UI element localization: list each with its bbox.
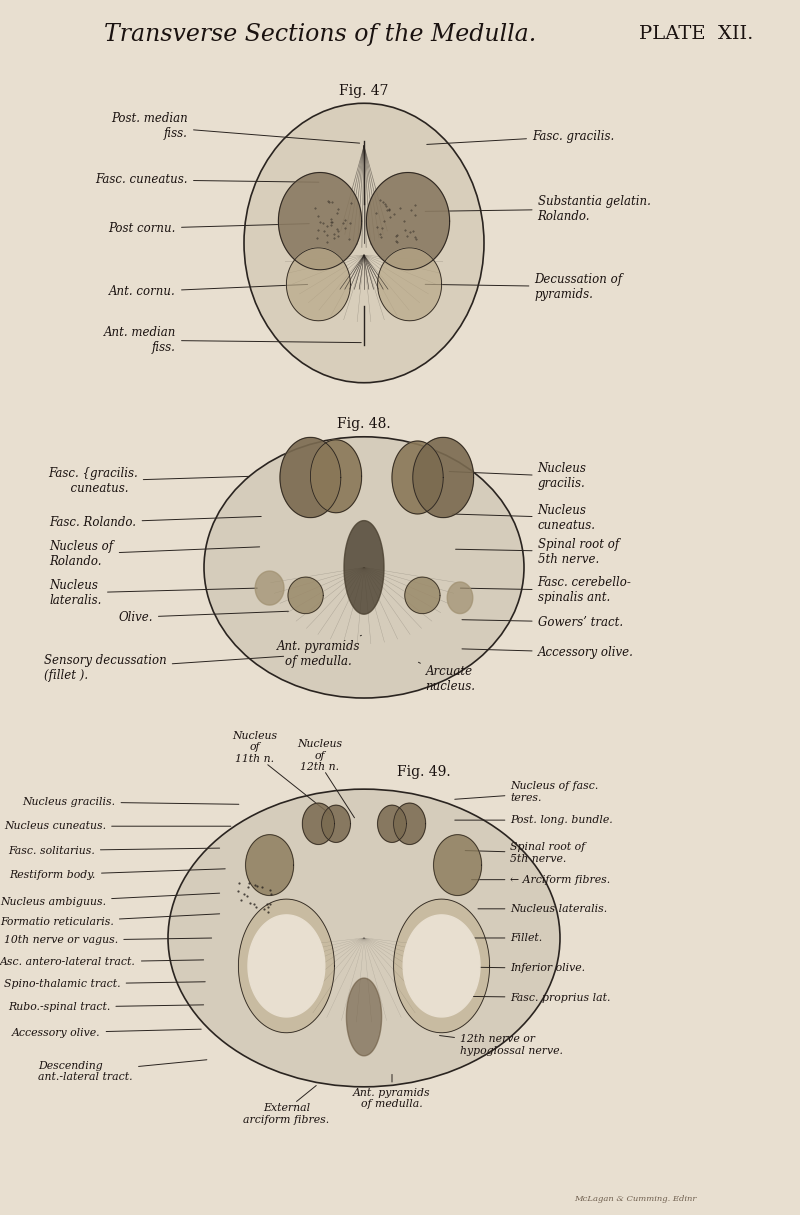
Text: Fig. 47: Fig. 47 (339, 84, 389, 98)
Text: ← Arciform fibres.: ← Arciform fibres. (471, 875, 610, 885)
Polygon shape (278, 173, 362, 270)
Text: Decussation of
pyramids.: Decussation of pyramids. (425, 272, 622, 301)
Text: 10th nerve or vagus.: 10th nerve or vagus. (4, 936, 212, 945)
Polygon shape (392, 441, 443, 514)
Polygon shape (344, 521, 384, 614)
Text: Post. long. bundle.: Post. long. bundle. (454, 815, 613, 825)
Text: Formatio reticularis.: Formatio reticularis. (0, 914, 220, 927)
Polygon shape (378, 806, 406, 842)
Text: Fasc. {gracilis.
      cuneatus.: Fasc. {gracilis. cuneatus. (48, 467, 250, 496)
Polygon shape (366, 173, 450, 270)
Text: Nucleus gracilis.: Nucleus gracilis. (22, 797, 239, 807)
Polygon shape (394, 899, 490, 1033)
Text: Nucleus of fasc.
teres.: Nucleus of fasc. teres. (454, 781, 598, 803)
Text: Fasc. gracilis.: Fasc. gracilis. (426, 130, 614, 145)
Text: Gowers’ tract.: Gowers’ tract. (462, 616, 622, 628)
Polygon shape (434, 835, 482, 895)
Ellipse shape (204, 437, 524, 697)
Text: Ant. pyramids
of medulla.: Ant. pyramids of medulla. (353, 1074, 431, 1109)
Polygon shape (280, 437, 341, 518)
Text: Fig. 49.: Fig. 49. (397, 764, 451, 779)
Text: Nucleus
of
11th n.: Nucleus of 11th n. (232, 730, 277, 764)
Polygon shape (378, 248, 442, 321)
Polygon shape (346, 978, 382, 1056)
Polygon shape (238, 899, 334, 1033)
Text: Fillet.: Fillet. (474, 933, 542, 943)
Polygon shape (255, 571, 284, 605)
Text: Nucleus
of
12th n.: Nucleus of 12th n. (298, 739, 342, 773)
Polygon shape (322, 806, 350, 842)
Text: Transverse Sections of the Medulla.: Transverse Sections of the Medulla. (104, 23, 536, 45)
Polygon shape (288, 577, 323, 614)
Text: Nucleus
cuneatus.: Nucleus cuneatus. (452, 503, 595, 532)
Text: Fasc. cerebello-
spinalis ant.: Fasc. cerebello- spinalis ant. (460, 576, 631, 605)
Ellipse shape (244, 103, 484, 383)
Text: Post. median
fiss.: Post. median fiss. (111, 112, 360, 143)
Text: Inferior olive.: Inferior olive. (470, 963, 586, 973)
Polygon shape (405, 577, 440, 614)
Text: Spino-thalamic tract.: Spino-thalamic tract. (4, 979, 206, 989)
Polygon shape (246, 835, 294, 895)
Text: Olive.: Olive. (118, 611, 289, 623)
Polygon shape (302, 803, 334, 844)
Text: Arcuate
nucleus.: Arcuate nucleus. (418, 662, 475, 694)
Polygon shape (403, 915, 480, 1017)
Text: Rubo.-spinal tract.: Rubo.-spinal tract. (8, 1002, 204, 1012)
Polygon shape (413, 437, 474, 518)
Text: Nucleus
gracilis.: Nucleus gracilis. (449, 462, 586, 491)
Text: McLagan & Cumming. Edinr: McLagan & Cumming. Edinr (574, 1196, 696, 1203)
Text: Asc. antero-lateral tract.: Asc. antero-lateral tract. (0, 957, 204, 967)
Text: Nucleus
lateralis.: Nucleus lateralis. (50, 578, 258, 608)
Text: Descending
ant.-lateral tract.: Descending ant.-lateral tract. (38, 1059, 207, 1083)
Text: Fasc. proprius lat.: Fasc. proprius lat. (462, 993, 611, 1002)
Text: Fasc. solitarius.: Fasc. solitarius. (8, 846, 220, 855)
Text: Accessory olive.: Accessory olive. (462, 646, 634, 659)
Text: Ant. cornu.: Ant. cornu. (110, 284, 308, 298)
Text: Sensory decussation
(fillet ).: Sensory decussation (fillet ). (44, 654, 284, 683)
Text: Spinal root of
5th nerve.: Spinal root of 5th nerve. (465, 842, 586, 864)
Text: PLATE  XII.: PLATE XII. (639, 26, 753, 43)
Text: Nucleus lateralis.: Nucleus lateralis. (478, 904, 608, 914)
Text: Nucleus of
Rolando.: Nucleus of Rolando. (50, 539, 260, 569)
Text: Nucleus ambiguus.: Nucleus ambiguus. (0, 893, 220, 906)
Text: Fasc. Rolando.: Fasc. Rolando. (50, 516, 262, 529)
Text: Post cornu.: Post cornu. (109, 222, 310, 234)
Ellipse shape (168, 790, 560, 1087)
Text: Spinal root of
5th nerve.: Spinal root of 5th nerve. (455, 537, 619, 566)
Polygon shape (394, 803, 426, 844)
Text: External
arciform fibres.: External arciform fibres. (243, 1103, 330, 1125)
Text: Accessory olive.: Accessory olive. (12, 1028, 202, 1038)
Text: Substantia gelatin.
Rolando.: Substantia gelatin. Rolando. (425, 194, 650, 224)
Text: Nucleus cuneatus.: Nucleus cuneatus. (4, 821, 231, 831)
Text: Restiform body.: Restiform body. (10, 869, 226, 880)
Polygon shape (286, 248, 350, 321)
Text: Ant. median
fiss.: Ant. median fiss. (104, 326, 362, 355)
Text: Ant. pyramids
of medulla.: Ant. pyramids of medulla. (277, 635, 362, 668)
Polygon shape (447, 582, 473, 614)
Text: 12th nerve or
hypoglossal nerve.: 12th nerve or hypoglossal nerve. (439, 1034, 563, 1056)
Text: Fig. 48.: Fig. 48. (337, 417, 391, 431)
Polygon shape (310, 440, 362, 513)
Polygon shape (248, 915, 325, 1017)
Text: Fasc. cuneatus.: Fasc. cuneatus. (95, 174, 319, 186)
